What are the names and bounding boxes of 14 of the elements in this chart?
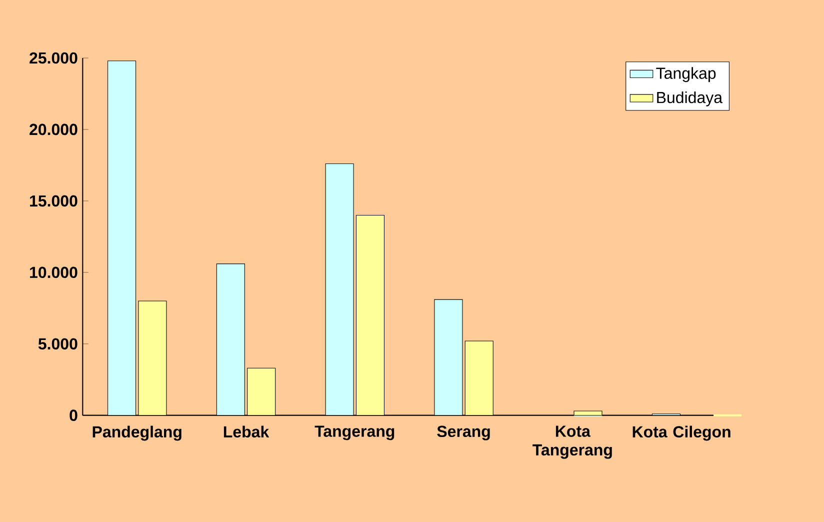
y-tick-label: 25.000 — [30, 52, 78, 64]
x-tick-label: Serang — [437, 426, 490, 440]
legend-label: Tangkap — [656, 67, 716, 82]
y-tick-label: 20.000 — [30, 124, 78, 136]
x-tick-label: Kota Cilegon — [632, 426, 730, 441]
x-tick-label: Lebak — [224, 426, 270, 438]
x-tick-label: Kota Tangerang — [532, 426, 612, 459]
y-tick-label: 5.000 — [38, 338, 78, 350]
legend-label: Budidaya — [657, 91, 723, 106]
x-tick-label: Pandeglang — [92, 426, 182, 441]
x-tick-label: Tangerang — [314, 426, 394, 440]
y-tick-label: 15.000 — [30, 195, 78, 207]
y-tick-label: 0 — [70, 410, 78, 421]
y-tick-label: 10.000 — [30, 266, 78, 278]
